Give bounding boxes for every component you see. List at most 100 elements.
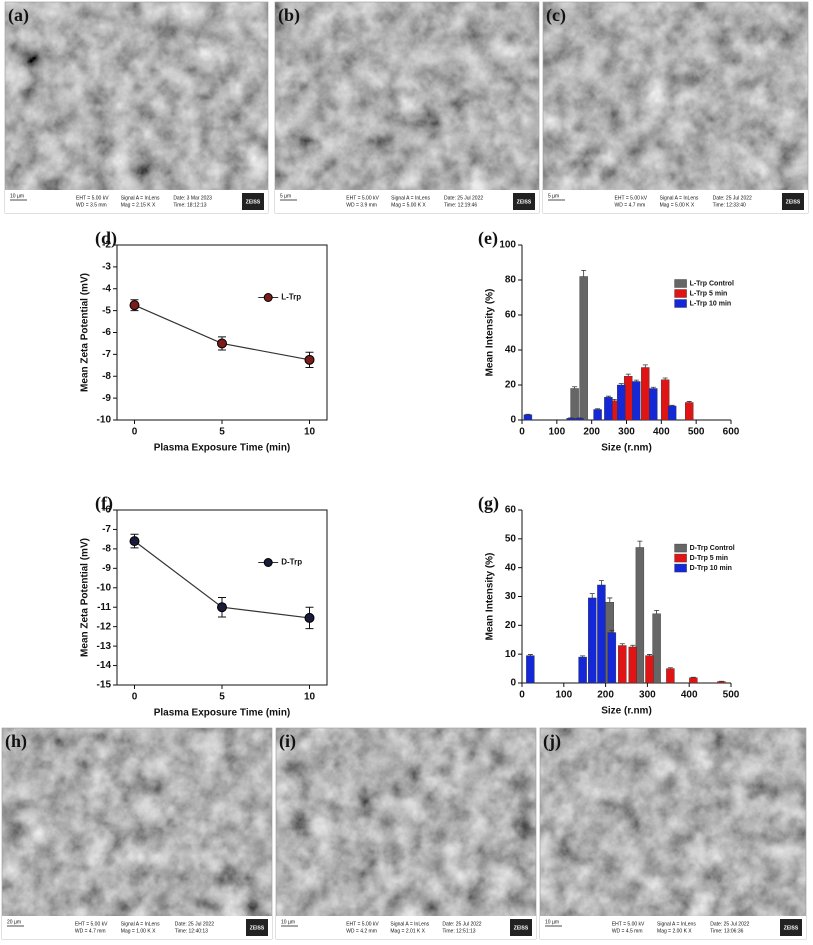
error-bar (581, 269, 587, 277)
info-text: Mag = 5.00 K X (660, 202, 695, 208)
scale-bar-label: 5 µm (548, 193, 559, 199)
info-text: Mag = 2.00 K X (657, 928, 692, 934)
bar (667, 405, 677, 421)
legend-label: D-Trp Control (690, 545, 735, 552)
info-text: Signal A = InLens (657, 921, 696, 927)
y-tick-label: -14 (97, 660, 112, 671)
y-tick-label: -8 (102, 371, 111, 382)
info-text: Signal A = InLens (121, 195, 160, 201)
y-tick-label: -13 (97, 641, 112, 652)
y-tick-label: 0 (510, 678, 516, 689)
info-text: WD = 4.7 mm (615, 202, 646, 208)
error-bar (637, 540, 643, 548)
info-text: EHT = 5.00 kV (612, 921, 645, 927)
info-bar (276, 916, 536, 939)
info-text: EHT = 5.00 kV (75, 921, 108, 927)
error-bar (650, 386, 656, 389)
error-bar (527, 654, 533, 656)
y-tick-label: 40 (505, 345, 517, 356)
error-bar (667, 667, 673, 669)
bar (566, 418, 575, 421)
x-tick-label: 100 (548, 427, 565, 438)
info-text: EHT = 5.00 kV (346, 921, 379, 927)
info-text: Mag = 1.00 K X (121, 928, 156, 934)
y-tick-label: -6 (102, 327, 111, 338)
error-bar (625, 373, 631, 377)
x-axis-label: Plasma Exposure Time (min) (154, 708, 291, 719)
y-tick-label: 30 (505, 591, 517, 602)
sem-image (540, 728, 806, 916)
scale-bar-label: 10 µm (10, 193, 24, 199)
panel-label: (g) (478, 493, 499, 514)
scale-bar-label: 10 µm (281, 919, 295, 925)
legend-swatch (674, 279, 687, 288)
info-text: Date: 3 Mar 2023 (173, 195, 212, 201)
logo-box (780, 919, 802, 936)
error-bar (607, 597, 613, 603)
info-text: WD = 4.5 mm (612, 928, 643, 934)
legend-label: L-Trp 5 min (690, 290, 728, 297)
sem-image (5, 2, 268, 190)
logo: ZEISS (250, 925, 265, 931)
x-tick-label: 100 (555, 690, 572, 701)
info-text: Signal A = InLens (391, 195, 430, 201)
y-tick-label: 80 (505, 275, 517, 286)
bar (617, 384, 626, 421)
info-text: Date: 25 Jul 2022 (710, 921, 749, 927)
y-tick-label: -7 (102, 524, 111, 535)
data-line (134, 304, 310, 361)
bar (604, 397, 613, 421)
error-bar (654, 609, 660, 614)
logo-box (246, 919, 268, 936)
panel-label: (c) (546, 5, 566, 26)
scale-bar-label: 10 µm (545, 919, 559, 925)
panel-label: (b) (278, 5, 300, 26)
bar (641, 367, 650, 421)
logo: ZEISS (786, 199, 801, 205)
x-tick-label: 5 (219, 427, 225, 438)
y-tick-label: 40 (505, 562, 517, 573)
legend-swatch (674, 299, 687, 308)
info-text: Time: 13:06:36 (710, 928, 743, 934)
error-bar (525, 413, 531, 415)
logo: ZEISS (246, 199, 261, 205)
bar (649, 388, 658, 421)
info-text: Date: 25 Jul 2022 (713, 195, 752, 201)
y-tick-label: -6 (102, 505, 111, 516)
legend-marker (263, 293, 273, 302)
logo-box (510, 919, 532, 936)
info-bar (2, 916, 272, 939)
bar (689, 677, 698, 684)
info-text: Time: 12:51:13 (442, 928, 475, 934)
legend-label: L-Trp Control (690, 280, 734, 287)
bar (666, 668, 675, 684)
info-bar (543, 190, 808, 213)
bar (578, 656, 587, 684)
logo-box (513, 193, 535, 210)
sem-image (276, 728, 536, 916)
bar (628, 646, 637, 684)
legend-label: L-Trp (281, 293, 301, 302)
data-point (217, 602, 227, 613)
legend-swatch (674, 289, 687, 298)
y-axis-label: Mean Intensity (%) (485, 553, 496, 641)
x-tick-label: 300 (618, 427, 635, 438)
sem-image (275, 2, 539, 190)
error-bar (642, 364, 648, 368)
y-tick-label: 60 (505, 310, 517, 321)
error-bar (633, 379, 639, 382)
data-point (304, 612, 315, 623)
y-tick-label: -7 (102, 349, 111, 360)
info-text: WD = 4.7 mm (75, 928, 106, 934)
bar (645, 655, 654, 684)
bar (597, 584, 606, 684)
bar (635, 547, 645, 684)
error-bar (598, 580, 604, 585)
error-bar (686, 401, 692, 403)
x-tick-label: 0 (519, 427, 525, 438)
error-bar (580, 655, 586, 658)
info-text: Signal A = InLens (121, 921, 160, 927)
info-text: EHT = 5.00 kV (76, 195, 109, 201)
y-tick-label: 20 (505, 380, 517, 391)
